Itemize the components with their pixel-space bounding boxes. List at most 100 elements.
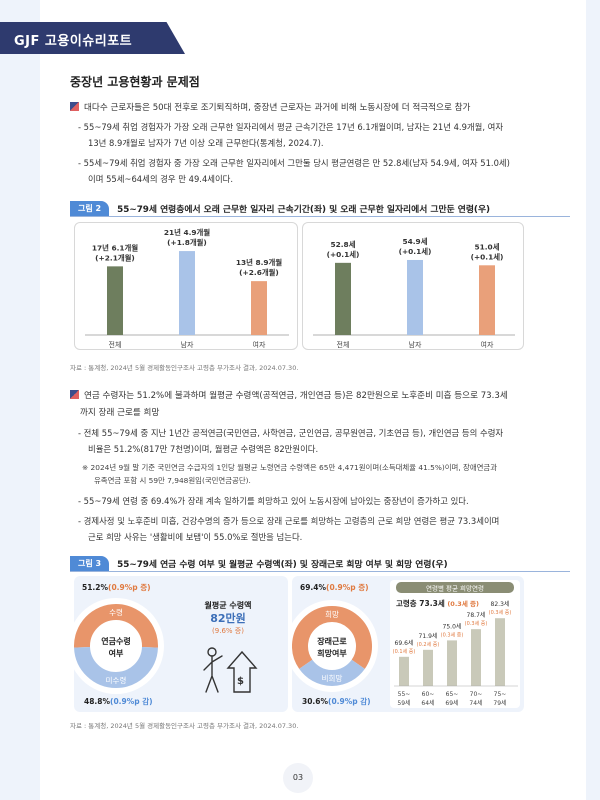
amount-change: (9.6% 증) (212, 627, 244, 635)
bar-value-label-2: 13년 8.9개월 (236, 258, 283, 267)
sub-item-3b: 비율은 51.2%(817만 7천명)이며, 월평균 수령액은 82만원이다. (88, 444, 319, 454)
age-tick-label-0-b: 59세 (397, 699, 410, 707)
age-chart-header-pill (396, 582, 514, 593)
donut-bottom-label: 48.8%(0.9%p 감) (84, 696, 153, 706)
age-bar-value-4: 82.3세 (491, 600, 510, 608)
bar-0 (107, 266, 123, 335)
age-tick-label-1-b: 64세 (421, 699, 434, 707)
age-bar-change-4: (0.3세 증) (489, 609, 512, 616)
age-tick-label-2-a: 65~ (446, 691, 459, 698)
report-header-tab: GJF 고용이슈리포트 (0, 22, 185, 54)
x-tick-label-1: 남자 (409, 340, 422, 349)
age-bar-2 (447, 640, 457, 686)
donut-bottom-change: (0.9%p 감) (328, 696, 371, 706)
donut-slice-name-0: 희망 (325, 609, 339, 619)
bar-change-label-0: (+0.1세) (327, 250, 360, 259)
donut-top-change: (0.9%p 증) (326, 583, 369, 592)
age-bar-value-0: 69.6세 (395, 639, 414, 647)
bar-change-label-1: (+0.1세) (399, 247, 432, 256)
donut-bottom-label: 30.6%(0.9%p 감) (302, 696, 371, 706)
figure-2-label: 그림 2 55~79세 연령층에서 오래 근무한 일자리 근속기간(좌) 및 오… (70, 200, 490, 216)
x-tick-label-2: 여자 (481, 340, 494, 349)
section-title: 중장년 고용현황과 문제점 (70, 75, 200, 89)
page-number: 03 (283, 763, 313, 793)
x-tick-label-2: 여자 (253, 340, 266, 349)
figure-2-title: 55~79세 연령층에서 오래 근무한 일자리 근속기간(좌) 및 오래 근무한… (117, 204, 491, 215)
age-bar-0 (399, 656, 409, 686)
amount-value: 82만원 (210, 611, 246, 625)
bullet-icon (70, 390, 79, 399)
up-arrow (226, 650, 258, 693)
age-tick-label-2-b: 69세 (445, 699, 458, 707)
chart-quit-age: 52.8세(+0.1세)전체54.9세(+0.1세)남자51.0세(+0.1세)… (313, 237, 515, 349)
bar-2 (479, 265, 495, 335)
figure-3-title: 55~79세 연금 수령 여부 및 월평균 수령액(좌) 및 장래근로 희망 여… (117, 559, 448, 570)
bar-value-label-1: 21년 4.9개월 (164, 228, 211, 237)
bar-change-label-2: (+0.1세) (471, 252, 504, 261)
donut-slice-1 (299, 659, 365, 686)
bar-value-label-1: 54.9세 (402, 237, 427, 246)
sub-item-5a: - 경제사정 및 노후준비 미흡, 건강수명의 증가 등으로 장래 근로를 희망… (78, 516, 500, 526)
donut-top-label: 69.4%(0.9%p 증) (300, 583, 369, 592)
bar-0 (335, 262, 351, 335)
paragraph-2a-text: 연금 수령자는 51.2%에 불과하며 월평균 수령액(공적연금, 개인연금 등… (84, 391, 508, 401)
dollar-sign: $ (237, 676, 244, 687)
age-bar-value-3: 78.7세 (467, 611, 486, 619)
bar-value-label-0: 17년 6.1개월 (92, 243, 139, 252)
x-tick-label-0: 전체 (337, 340, 350, 349)
sub-item-1b: 13년 8.9개월로 남자가 7년 이상 오래 근무한다(통계청, 2024.7… (88, 138, 324, 148)
money-growth-icon: $ (203, 647, 258, 693)
bullet-icon (70, 102, 79, 111)
bar-value-label-0: 52.8세 (330, 240, 355, 249)
x-tick-label-0: 전체 (109, 340, 122, 349)
donut-center-label-2: 여부 (109, 648, 124, 658)
paragraph-2b: 까지 장래 근로를 희망 (80, 408, 160, 418)
figure-3-tag: 그림 3 (70, 555, 110, 571)
donut-slice-0 (74, 604, 158, 648)
paragraph-2a: 연금 수령자는 51.2%에 불과하며 월평균 수령액(공적연금, 개인연금 등… (70, 388, 570, 405)
bar-2 (251, 281, 267, 335)
sub-item-4: - 55~79세 연령 중 69.4%가 장래 계속 일하기를 희망하고 있어 … (78, 496, 469, 506)
age-tick-label-3-b: 74세 (469, 699, 482, 707)
donut-center-label-1: 연금수령 (101, 636, 130, 646)
chart-quit-age-box: 52.8세 (+0.1세) 전체 54.9세 (+0.1세) 남자 51.0세 (+0.1세)… (302, 222, 524, 350)
age-bar-change-1: (0.2세 증) (417, 641, 440, 648)
amount-label: 월평균 수령액 (205, 600, 252, 610)
figure-2-rule (70, 216, 570, 217)
donut-top-label: 51.2%(0.9%p 증) (82, 583, 151, 592)
bar-change-label-0: (+2.1개월) (95, 253, 135, 262)
donut-bottom-value: 30.6% (302, 697, 329, 706)
age-tick-label-1-a: 60~ (422, 691, 435, 698)
sub-item-2a: - 55세~79세 취업 경험자 중 가장 오래 근무한 일자리에서 그만둘 당… (78, 158, 510, 168)
donut-bottom-value: 48.8% (84, 697, 111, 706)
figure-3-source: 자료 : 통계청, 2024년 5월 경제활동인구조사 고령층 부가조사 결과,… (70, 722, 299, 730)
age-tick-label-0-a: 55~ (398, 691, 411, 698)
bar-1 (179, 251, 195, 335)
x-tick-label-1: 남자 (181, 340, 194, 349)
note-b: 유족연금 포함 시 59만 7,948원임(국민연금공단). (94, 476, 251, 485)
chart-tenure: 17년 6.1개월(+2.1개월) 전체 21년 4.9개월(+1.8개월) 남자 13… (85, 228, 289, 349)
person-body (203, 655, 223, 693)
donut-top-value: 51.2% (82, 583, 109, 592)
donut-center-label-2: 희망여부 (317, 648, 347, 658)
figure-2-source: 자료 : 통계청, 2024년 5월 경제활동인구조사 고령층 부가조사 결과,… (70, 364, 299, 372)
donut-slice-1 (74, 646, 158, 688)
paragraph-1: 대다수 근로자들은 50대 전후로 조기퇴직하며, 중장년 근로자는 과거에 비… (70, 100, 570, 117)
age-bar-4 (495, 618, 505, 686)
age-bar-value-1: 71.9세 (419, 632, 438, 640)
donut-top-change: (0.9%p 증) (108, 583, 151, 592)
donut-slice-0 (292, 606, 372, 669)
age-bar-1 (423, 649, 433, 686)
donut-center-label-1: 장래근로 (317, 636, 347, 646)
age-bar-change-2: (0.3세 증) (441, 631, 464, 638)
figure-3-label: 그림 3 55~79세 연금 수령 여부 및 월평균 수령액(좌) 및 장래근로… (70, 555, 448, 571)
chart-tenure-box: 17년 6.1개월 (+2.1개월) 전체 21년 4.9개월 (+1.8개월) 남자 13… (74, 222, 298, 350)
age-average-value: 고령층 73.3세 (396, 598, 447, 608)
donut-slice-name-1: 비희망 (322, 673, 343, 683)
age-average-label: 고령층 73.3세 (0.3세 증) (396, 598, 479, 608)
sub-item-2b: 이며 55세~64세의 경우 만 49.4세이다. (88, 174, 234, 184)
bar-change-label-2: (+2.6개월) (239, 268, 279, 277)
figure-3-rule (70, 571, 570, 572)
